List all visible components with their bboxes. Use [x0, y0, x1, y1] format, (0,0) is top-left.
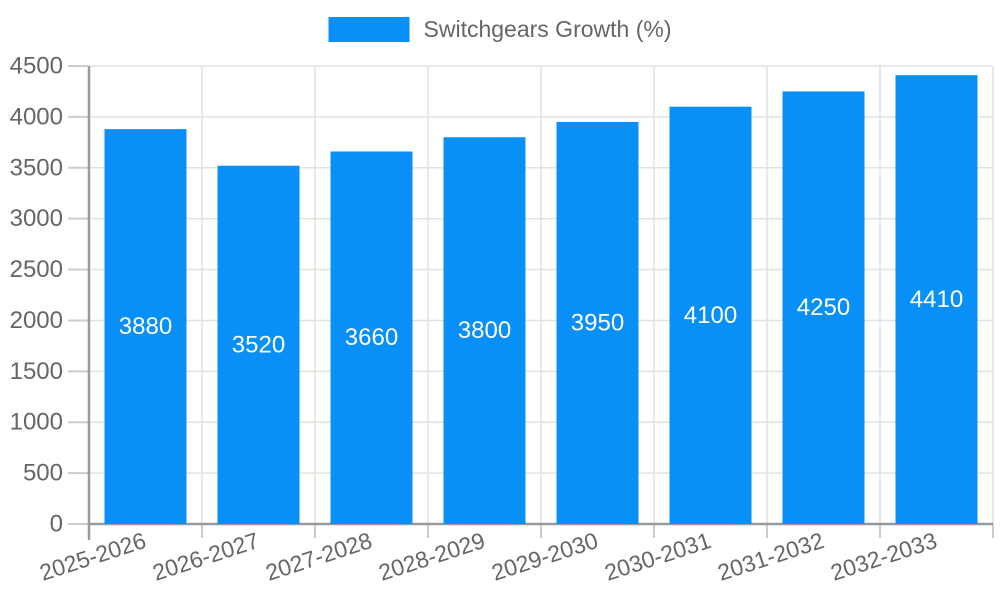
bar-value-label: 3660 [345, 324, 398, 351]
bar-value-label: 3950 [571, 309, 624, 336]
y-tick-label: 1500 [10, 358, 63, 385]
x-tick-label: 2026-2027 [149, 527, 262, 586]
y-tick-label: 500 [23, 460, 63, 487]
y-tick-label: 4000 [10, 103, 63, 130]
bar-value-label: 4100 [684, 302, 737, 329]
y-tick-label: 2000 [10, 307, 63, 334]
legend-label: Switchgears Growth (%) [423, 16, 672, 42]
x-tick-label: 2029-2030 [488, 527, 601, 586]
legend-swatch [328, 17, 410, 42]
legend-item[interactable]: Switchgears Growth (%) [328, 16, 672, 43]
bar[interactable] [669, 106, 752, 524]
y-tick-label: 3000 [10, 205, 63, 232]
bar[interactable] [217, 165, 300, 524]
bar-value-label: 3880 [119, 313, 172, 340]
bar[interactable] [104, 129, 187, 524]
bar-value-label: 3800 [458, 317, 511, 344]
y-tick-label: 2500 [10, 256, 63, 283]
bar[interactable] [556, 121, 639, 524]
x-tick-label: 2027-2028 [262, 527, 375, 586]
bar[interactable] [895, 75, 978, 524]
y-tick-label: 3500 [10, 154, 63, 181]
y-tick-label: 4500 [10, 53, 63, 80]
y-tick-label: 0 [50, 511, 63, 538]
bar-value-label: 3520 [232, 331, 285, 358]
bar-value-label: 4410 [910, 286, 963, 313]
y-tick-label: 1000 [10, 409, 63, 436]
x-tick-label: 2031-2032 [714, 527, 827, 586]
x-tick-label: 2030-2031 [601, 527, 714, 586]
bar[interactable] [330, 151, 413, 524]
bar[interactable] [443, 137, 526, 524]
x-tick-label: 2032-2033 [827, 527, 940, 586]
bar-value-label: 4250 [797, 294, 850, 321]
x-tick-label: 2028-2029 [375, 527, 488, 586]
bar[interactable] [782, 91, 865, 524]
